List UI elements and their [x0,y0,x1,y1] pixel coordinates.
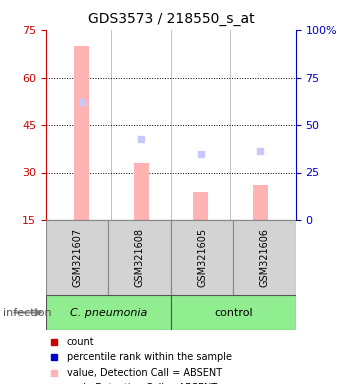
Text: C. pneumonia: C. pneumonia [70,308,147,318]
Bar [74,46,89,220]
Bar [233,220,296,295]
Bar [46,295,171,330]
Text: rank, Detection Call = ABSENT: rank, Detection Call = ABSENT [67,383,217,384]
Text: percentile rank within the sample: percentile rank within the sample [67,353,232,362]
Text: value, Detection Call = ABSENT: value, Detection Call = ABSENT [67,368,222,378]
Bar [46,220,108,295]
Text: GSM321606: GSM321606 [259,228,270,287]
Text: GSM321608: GSM321608 [135,228,144,287]
Bar [253,185,268,220]
Bar [193,192,208,220]
Text: count: count [67,337,94,347]
Title: GDS3573 / 218550_s_at: GDS3573 / 218550_s_at [87,12,254,26]
Bar [171,295,296,330]
Bar [108,220,171,295]
Bar [134,163,149,220]
Text: GSM321605: GSM321605 [197,228,207,287]
Text: infection: infection [3,308,52,318]
Text: GSM321607: GSM321607 [72,228,82,287]
Bar [171,220,233,295]
Text: control: control [214,308,253,318]
